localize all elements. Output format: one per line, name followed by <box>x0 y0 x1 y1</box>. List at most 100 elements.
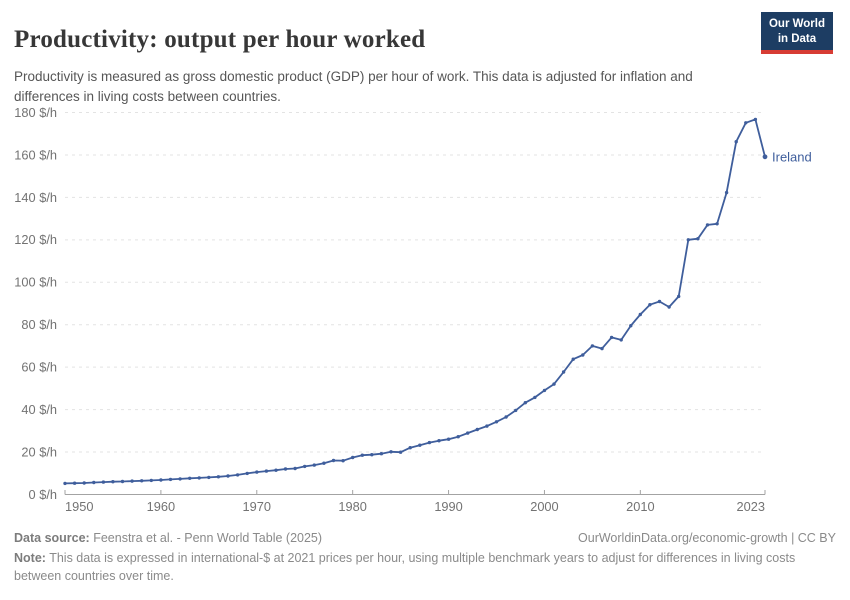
data-point[interactable] <box>216 475 221 479</box>
data-point[interactable] <box>542 388 547 393</box>
svg-text:2023: 2023 <box>737 499 765 514</box>
data-point[interactable] <box>408 446 412 450</box>
data-point[interactable] <box>504 415 508 419</box>
data-point[interactable] <box>140 479 144 483</box>
svg-text:1970: 1970 <box>243 499 271 514</box>
data-point[interactable] <box>235 473 240 477</box>
data-point[interactable] <box>552 382 556 386</box>
data-point[interactable] <box>111 480 115 484</box>
data-point[interactable] <box>475 427 479 432</box>
data-point[interactable] <box>533 395 537 400</box>
data-point[interactable] <box>744 121 748 125</box>
data-point[interactable] <box>561 370 566 374</box>
data-point[interactable] <box>188 476 192 480</box>
data-point[interactable] <box>762 154 768 160</box>
data-point[interactable] <box>523 401 527 405</box>
data-point[interactable] <box>341 459 345 463</box>
data-point[interactable] <box>312 463 316 467</box>
y-axis-labels: 0 $/h 20 $/h 40 $/h 60 $/h 80 $/h 100 $/h 120 … <box>14 105 57 502</box>
series-end-label[interactable]: Ireland <box>772 150 812 165</box>
productivity-line-chart[interactable]: 0 $/h 20 $/h 40 $/h 60 $/h 80 $/h 100 $/h 120 … <box>0 98 850 528</box>
data-point[interactable] <box>590 344 595 348</box>
data-point[interactable] <box>370 453 374 457</box>
note-text: This data is expressed in international-… <box>14 551 796 584</box>
data-point[interactable] <box>351 455 355 460</box>
data-point[interactable] <box>456 435 460 439</box>
data-point[interactable] <box>686 238 690 242</box>
data-point[interactable] <box>427 440 432 445</box>
svg-text:160 $/h: 160 $/h <box>14 147 57 162</box>
data-point[interactable] <box>705 223 710 227</box>
svg-text:180 $/h: 180 $/h <box>14 105 57 120</box>
data-point[interactable] <box>72 481 77 485</box>
data-point[interactable] <box>734 140 738 144</box>
data-point[interactable] <box>437 439 441 443</box>
data-point[interactable] <box>101 480 106 484</box>
y-gridlines <box>65 112 765 453</box>
data-point[interactable] <box>715 222 719 226</box>
data-point[interactable] <box>207 475 211 480</box>
data-source-text: Feenstra et al. - Penn World Table (2025… <box>93 531 323 545</box>
data-point[interactable] <box>379 452 384 456</box>
data-point[interactable] <box>389 450 393 454</box>
data-point[interactable] <box>629 324 633 328</box>
data-point[interactable] <box>274 468 278 472</box>
data-point[interactable] <box>149 478 153 483</box>
svg-text:2010: 2010 <box>626 499 654 514</box>
data-point[interactable] <box>667 305 671 309</box>
data-point[interactable] <box>648 303 652 307</box>
data-point[interactable] <box>159 478 163 482</box>
data-point[interactable] <box>638 312 642 317</box>
svg-text:2000: 2000 <box>530 499 558 514</box>
data-point[interactable] <box>168 477 173 482</box>
data-point[interactable] <box>178 477 182 481</box>
series-ireland[interactable] <box>63 117 768 486</box>
data-point[interactable] <box>264 469 269 473</box>
data-point[interactable] <box>197 476 201 480</box>
data-point[interactable] <box>696 237 700 241</box>
owid-logo[interactable]: Our World in Data <box>760 12 833 55</box>
data-point[interactable] <box>724 190 729 195</box>
data-point[interactable] <box>619 338 623 342</box>
data-point[interactable] <box>360 453 364 457</box>
data-point[interactable] <box>120 479 125 484</box>
data-point[interactable] <box>63 481 67 486</box>
data-point[interactable] <box>485 424 489 428</box>
data-point[interactable] <box>494 420 499 424</box>
data-point[interactable] <box>303 464 307 469</box>
data-point[interactable] <box>418 443 422 447</box>
svg-text:1950: 1950 <box>65 499 93 514</box>
data-source-label: Data source: <box>14 531 90 545</box>
data-point[interactable] <box>514 408 518 413</box>
svg-text:40 $/h: 40 $/h <box>21 402 57 417</box>
svg-text:20 $/h: 20 $/h <box>21 444 57 459</box>
data-point[interactable] <box>130 479 134 483</box>
data-point[interactable] <box>255 470 259 474</box>
chart-footer: Data source: Feenstra et al. - Penn Worl… <box>14 531 836 585</box>
data-point[interactable] <box>600 346 604 351</box>
note-line: Note: This data is expressed in internat… <box>14 549 836 585</box>
data-point[interactable] <box>657 299 662 304</box>
data-point[interactable] <box>331 458 336 463</box>
svg-text:1990: 1990 <box>434 499 462 514</box>
data-point[interactable] <box>322 461 326 465</box>
data-point[interactable] <box>283 467 288 471</box>
data-point[interactable] <box>571 357 575 361</box>
data-point[interactable] <box>226 474 230 478</box>
data-point[interactable] <box>753 117 758 122</box>
logo-line2: in Data <box>777 32 817 45</box>
svg-text:120 $/h: 120 $/h <box>14 232 57 247</box>
data-point[interactable] <box>293 466 297 471</box>
data-point[interactable] <box>82 481 86 485</box>
data-point[interactable] <box>609 335 614 340</box>
data-point[interactable] <box>466 431 470 435</box>
owid-license-link[interactable]: OurWorldinData.org/economic-growth | CC … <box>578 531 836 545</box>
logo-line1: Our World <box>768 18 825 30</box>
data-point[interactable] <box>581 353 585 357</box>
page-title: Productivity: output per hour worked <box>14 25 426 53</box>
data-point[interactable] <box>245 471 249 476</box>
data-point[interactable] <box>398 450 403 454</box>
data-point[interactable] <box>446 437 451 441</box>
data-point[interactable] <box>677 294 681 299</box>
data-point[interactable] <box>92 480 96 485</box>
